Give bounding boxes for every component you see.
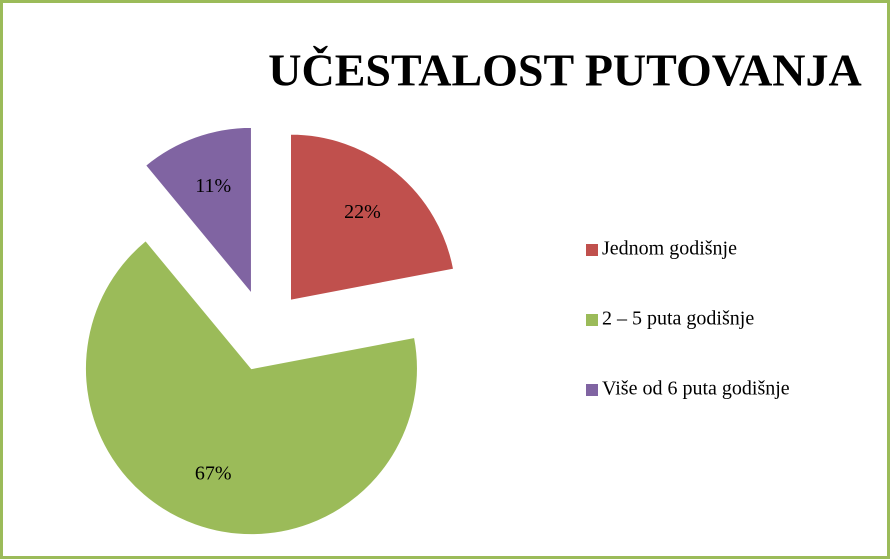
legend-label: 2 – 5 puta godišnje — [602, 308, 754, 330]
legend-swatch — [586, 244, 598, 256]
data-label: 22% — [344, 201, 381, 223]
legend-swatch — [586, 384, 598, 396]
data-label: 67% — [195, 462, 232, 484]
pie-slice — [289, 133, 455, 301]
legend-swatch — [586, 314, 598, 326]
chart-title: UČESTALOST PUTOVANJA — [268, 45, 862, 96]
pie-slice — [144, 126, 252, 295]
legend-label: Više od 6 puta godišnje — [602, 378, 790, 400]
data-label: 11% — [195, 175, 231, 197]
legend-label: Jednom godišnje — [602, 238, 737, 260]
pie-slice — [84, 240, 418, 536]
